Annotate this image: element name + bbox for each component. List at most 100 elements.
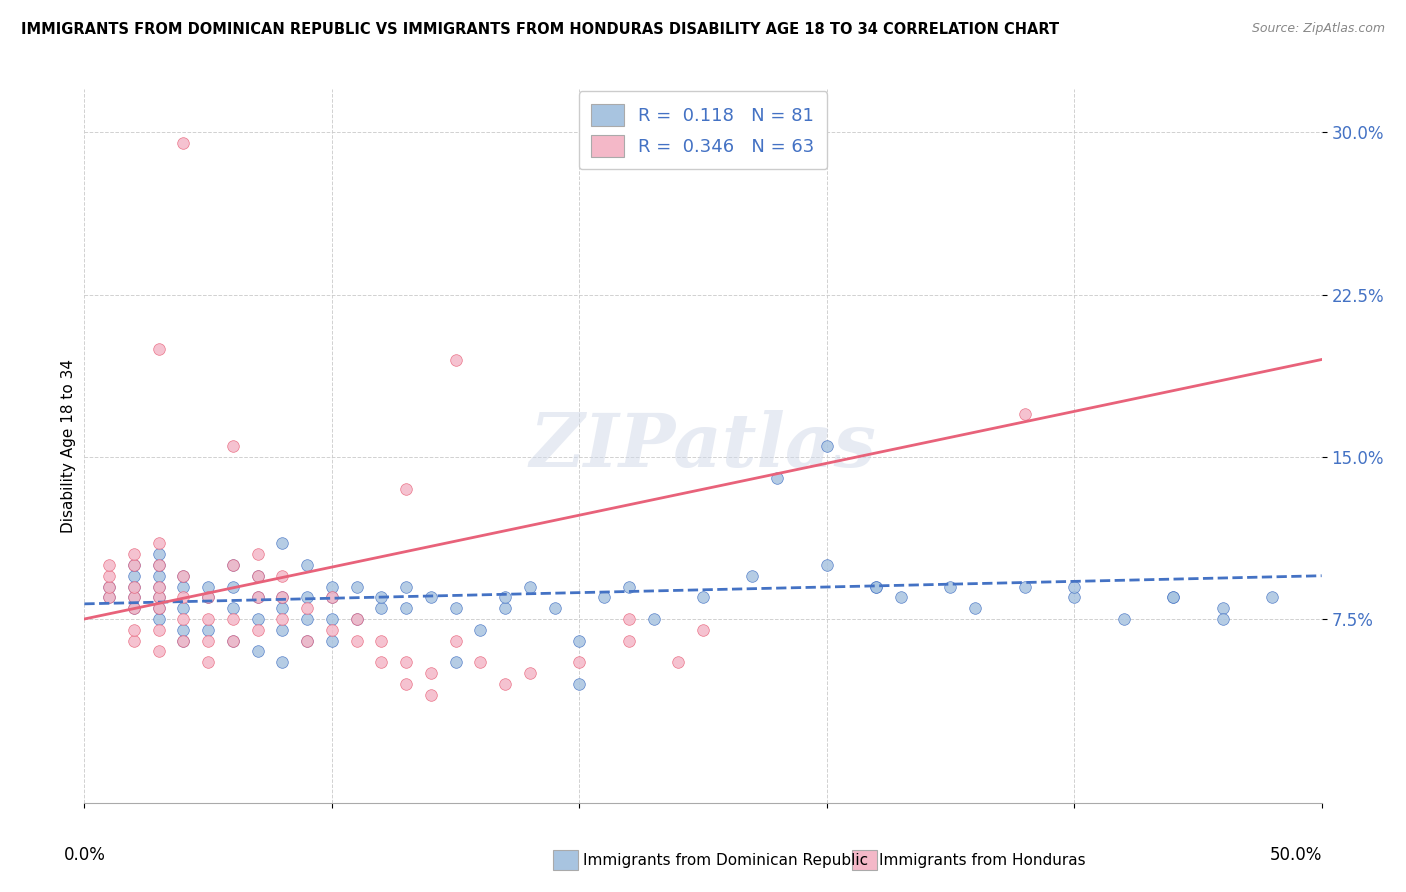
Point (470, 623, 492, 637)
Point (568, 655, 591, 669)
Point (470, 655, 492, 669)
Point (295, 633, 318, 648)
Point (246, 591, 269, 605)
Point (122, 558, 145, 572)
Point (617, 612, 640, 626)
Point (1014, 407, 1036, 421)
Point (395, 655, 418, 669)
Point (1014, 580, 1036, 594)
Point (122, 623, 145, 637)
Point (172, 612, 194, 626)
Point (148, 591, 170, 605)
Point (1112, 612, 1135, 626)
Text: Immigrants from Dominican Republic: Immigrants from Dominican Republic (583, 854, 869, 868)
Point (444, 601, 467, 615)
Point (197, 655, 219, 669)
Point (172, 633, 194, 648)
Point (370, 601, 392, 615)
Legend: R =  0.118   N = 81, R =  0.346   N = 63: R = 0.118 N = 81, R = 0.346 N = 63 (579, 91, 827, 169)
Point (98, 580, 121, 594)
Point (271, 568, 294, 582)
Point (222, 601, 245, 615)
Point (172, 591, 194, 605)
Point (148, 558, 170, 572)
Point (519, 580, 541, 594)
Point (222, 558, 245, 572)
Text: Source: ZipAtlas.com: Source: ZipAtlas.com (1251, 22, 1385, 36)
Point (1212, 612, 1234, 626)
Point (692, 591, 714, 605)
Point (321, 623, 343, 637)
Point (222, 558, 245, 572)
Point (346, 580, 368, 594)
Point (172, 136, 194, 151)
Point (444, 352, 467, 367)
Point (271, 591, 294, 605)
Point (1212, 601, 1234, 615)
Point (346, 612, 368, 626)
Point (419, 666, 441, 681)
Point (321, 633, 343, 648)
Point (617, 633, 640, 648)
Point (197, 591, 219, 605)
Point (321, 612, 343, 626)
Point (271, 655, 294, 669)
Point (494, 591, 516, 605)
Point (122, 633, 145, 648)
Point (692, 623, 714, 637)
Point (395, 677, 418, 691)
Point (246, 623, 269, 637)
Point (321, 591, 343, 605)
Point (1063, 591, 1085, 605)
Point (246, 644, 269, 658)
Point (148, 644, 170, 658)
Point (222, 612, 245, 626)
Point (865, 580, 887, 594)
Point (246, 568, 269, 582)
Point (815, 439, 838, 453)
Point (148, 342, 170, 356)
Point (321, 591, 343, 605)
Point (197, 591, 219, 605)
Point (98, 580, 121, 594)
Point (246, 612, 269, 626)
Point (395, 580, 418, 594)
Point (246, 591, 269, 605)
Point (395, 482, 418, 496)
Point (222, 633, 245, 648)
Point (246, 568, 269, 582)
Point (148, 536, 170, 550)
Text: 0.0%: 0.0% (63, 846, 105, 863)
Point (965, 601, 987, 615)
Point (172, 568, 194, 582)
Point (815, 558, 838, 572)
Point (295, 633, 318, 648)
Point (172, 568, 194, 582)
Point (197, 633, 219, 648)
Point (1161, 591, 1184, 605)
Point (271, 601, 294, 615)
Point (543, 601, 565, 615)
Point (148, 623, 170, 637)
Point (271, 536, 294, 550)
Point (122, 558, 145, 572)
Point (222, 439, 245, 453)
Point (494, 677, 516, 691)
Point (295, 601, 318, 615)
Point (122, 580, 145, 594)
Text: Immigrants from Honduras: Immigrants from Honduras (879, 854, 1085, 868)
Point (593, 591, 616, 605)
Point (122, 580, 145, 594)
Point (172, 623, 194, 637)
Point (295, 558, 318, 572)
Point (419, 688, 441, 702)
Point (172, 580, 194, 594)
Point (346, 633, 368, 648)
Point (197, 623, 219, 637)
Point (172, 633, 194, 648)
Point (98, 591, 121, 605)
Point (346, 612, 368, 626)
Point (222, 633, 245, 648)
Point (148, 591, 170, 605)
Point (148, 568, 170, 582)
